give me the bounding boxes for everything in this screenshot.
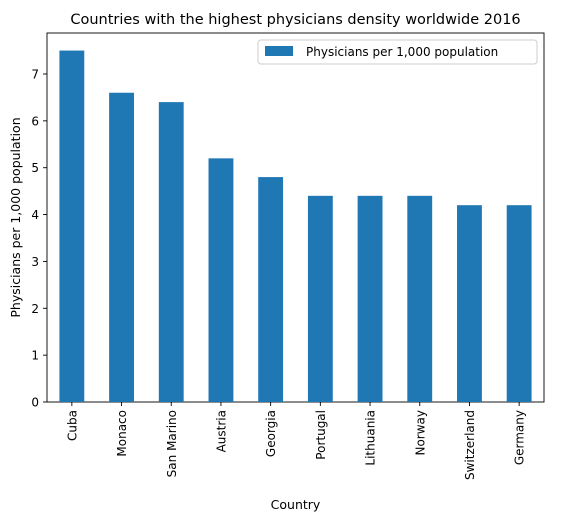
bar-georgia (258, 177, 283, 402)
y-tick-label: 0 (31, 396, 39, 410)
x-tick-label: Monaco (115, 410, 129, 457)
y-tick-label: 2 (31, 302, 39, 316)
bar-germany (507, 205, 532, 402)
bar-lithuania (358, 196, 383, 402)
x-tick-label: Portugal (314, 410, 328, 460)
bar-portugal (308, 196, 333, 402)
x-tick-label: Switzerland (463, 410, 477, 480)
bar-norway (407, 196, 432, 402)
x-tick-label: Austria (214, 410, 228, 452)
x-tick-label: Lithuania (364, 410, 378, 466)
legend-swatch (265, 46, 293, 56)
chart-title: Countries with the highest physicians de… (70, 12, 520, 28)
bar-monaco (109, 93, 134, 402)
x-axis: Cuba Monaco San Marino Austria Georgia Portug… (65, 402, 526, 480)
x-axis-label: Country (271, 497, 321, 512)
x-tick-label: San Marino (165, 410, 179, 477)
y-tick-label: 6 (31, 114, 39, 128)
x-tick-label: Georgia (264, 410, 278, 457)
y-tick-label: 5 (31, 161, 39, 175)
y-tick-label: 1 (31, 349, 39, 363)
y-tick-label: 7 (31, 68, 39, 82)
bar-cuba (59, 51, 84, 402)
x-tick-label: Norway (413, 410, 427, 456)
bars-group (59, 51, 531, 402)
x-tick-label: Germany (513, 410, 527, 465)
x-tick-label: Cuba (65, 410, 79, 441)
legend-label: Physicians per 1,000 population (306, 45, 498, 59)
y-tick-label: 4 (31, 208, 39, 222)
y-tick-label: 3 (31, 255, 39, 269)
y-axis-label: Physicians per 1,000 population (8, 117, 23, 317)
y-axis: 0 1 2 3 4 5 6 7 (31, 68, 47, 410)
bar-san-marino (159, 102, 184, 402)
legend: Physicians per 1,000 population (258, 40, 537, 64)
bar-austria (209, 158, 234, 402)
bar-switzerland (457, 205, 482, 402)
